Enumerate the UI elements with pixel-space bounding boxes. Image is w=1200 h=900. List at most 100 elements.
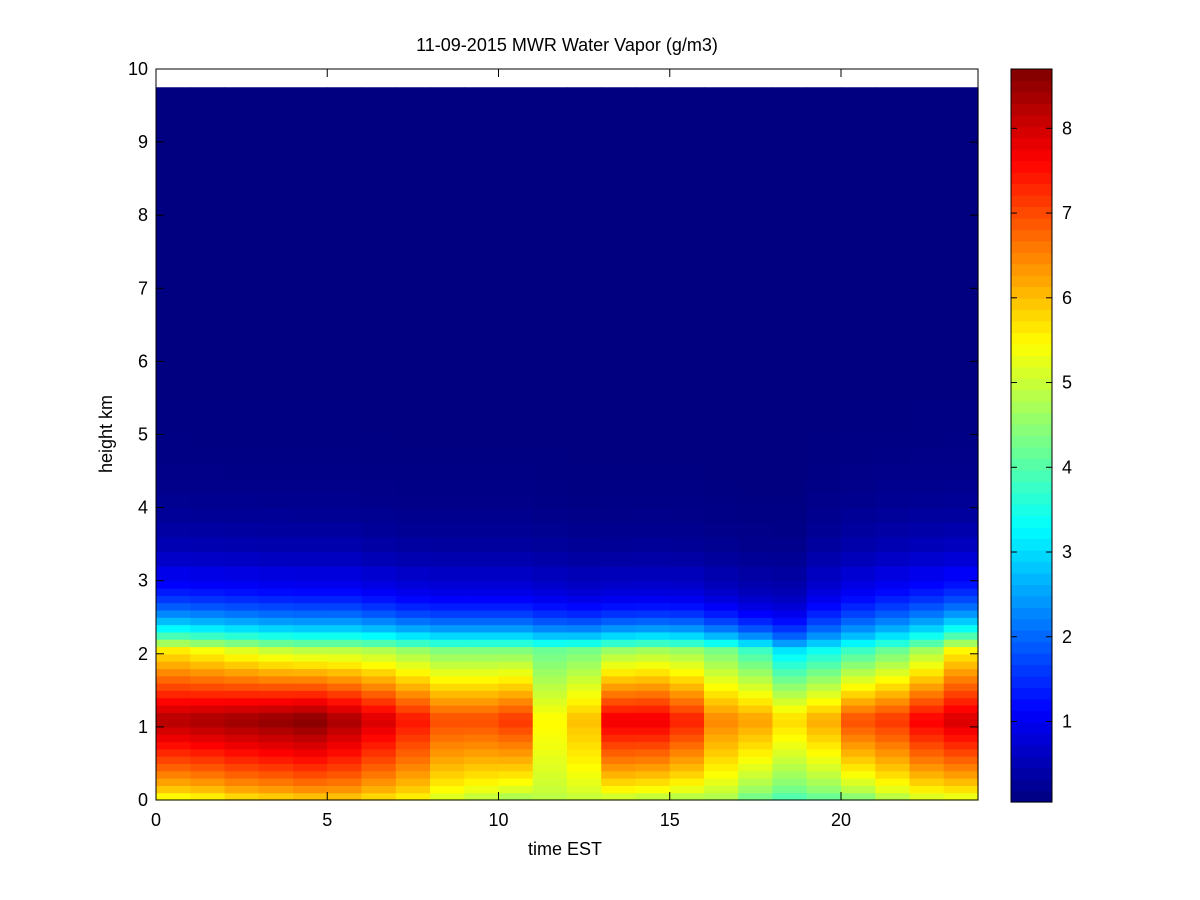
heatmap-cell: [567, 478, 602, 494]
heatmap-cell: [361, 507, 397, 523]
colorbar-cell: [1011, 160, 1052, 173]
heatmap-cell: [190, 492, 226, 509]
heatmap-cell: [327, 778, 363, 786]
heatmap-cell: [395, 792, 431, 801]
heatmap-cell: [464, 683, 500, 691]
heatmap-cell: [806, 492, 842, 509]
heatmap-cell: [943, 719, 979, 728]
heatmap-cell: [293, 785, 328, 794]
heatmap-cell: [464, 288, 500, 326]
heatmap-cell: [498, 661, 534, 670]
heatmap-cell: [704, 566, 739, 582]
heatmap-cell: [841, 770, 876, 779]
heatmap-cell: [361, 763, 397, 772]
heatmap-cell: [327, 397, 363, 436]
heatmap-cell: [258, 449, 294, 465]
heatmap-cell: [875, 397, 911, 436]
heatmap-cell: [258, 522, 294, 538]
heatmap-cell: [430, 215, 465, 253]
heatmap-cell: [464, 741, 500, 750]
heatmap-cell: [464, 748, 500, 757]
heatmap-cell: [806, 683, 842, 691]
heatmap-cell: [258, 763, 294, 772]
heatmap-cell: [875, 778, 911, 786]
heatmap-cell: [669, 522, 705, 538]
heatmap-cell: [361, 697, 397, 706]
heatmap-cell: [909, 683, 945, 691]
heatmap-cell: [738, 178, 774, 216]
heatmap-cell: [772, 609, 808, 618]
heatmap-cell: [395, 661, 431, 670]
heatmap-cell: [293, 551, 328, 567]
heatmap-cell: [156, 763, 191, 772]
heatmap-cell: [909, 704, 945, 713]
heatmap-cell: [841, 719, 876, 728]
colorbar-cell: [1011, 538, 1052, 551]
heatmap-cell: [806, 588, 842, 596]
heatmap-cell: [601, 602, 637, 611]
chart-title: 11-09-2015 MWR Water Vapor (g/m3): [416, 35, 718, 55]
heatmap-cell: [430, 449, 465, 465]
heatmap-cell: [293, 478, 328, 494]
heatmap-cell: [498, 631, 534, 640]
heatmap-cell: [704, 522, 739, 538]
heatmap-cell: [361, 449, 397, 465]
heatmap-cell: [190, 778, 226, 786]
heatmap-cell: [258, 661, 294, 670]
heatmap-cell: [875, 763, 911, 772]
heatmap-cell: [635, 770, 671, 779]
heatmap-cell: [738, 87, 774, 143]
heatmap-cell: [635, 397, 671, 436]
heatmap-cell: [464, 770, 500, 779]
heatmap-cell: [327, 463, 363, 479]
heatmap-cell: [293, 792, 328, 801]
heatmap-cell: [635, 609, 671, 618]
colorbar-cell: [1011, 756, 1052, 769]
heatmap-cell: [704, 397, 739, 436]
heatmap-cell: [361, 580, 397, 589]
heatmap-cell: [841, 361, 876, 399]
heatmap-cell: [498, 251, 534, 289]
colorbar-cell: [1011, 298, 1052, 311]
heatmap-cell: [738, 507, 774, 523]
heatmap-cell: [293, 631, 328, 640]
heatmap-cell: [635, 712, 671, 721]
heatmap-cell: [841, 492, 876, 509]
heatmap-cell: [875, 551, 911, 567]
heatmap-cell: [841, 251, 876, 289]
heatmap-cell: [601, 631, 637, 640]
heatmap-cell: [258, 653, 294, 662]
heatmap-cell: [430, 697, 465, 706]
heatmap-cell: [430, 726, 465, 735]
heatmap-cell: [395, 507, 431, 523]
heatmap-cell: [327, 478, 363, 494]
heatmap-cell: [601, 617, 637, 626]
heatmap-cell: [669, 507, 705, 523]
heatmap-cell: [772, 704, 808, 713]
heatmap-cell: [258, 726, 294, 735]
heatmap-cell: [841, 463, 876, 479]
heatmap-cell: [567, 631, 602, 640]
heatmap-cell: [738, 522, 774, 538]
heatmap-cell: [258, 251, 294, 289]
heatmap-cell: [190, 763, 226, 772]
heatmap-cell: [224, 624, 260, 633]
heatmap-cell: [841, 397, 876, 436]
heatmap-cell: [738, 683, 774, 691]
heatmap-cell: [430, 324, 465, 362]
heatmap-cell: [361, 704, 397, 713]
heatmap-cell: [190, 712, 226, 721]
colorbar-cell: [1011, 401, 1052, 414]
heatmap-cell: [567, 690, 602, 699]
heatmap-cell: [156, 522, 191, 538]
colorbar-cell: [1011, 492, 1052, 505]
heatmap-cell: [224, 251, 260, 289]
heatmap-cell: [224, 741, 260, 750]
heatmap-cell: [156, 215, 191, 253]
heatmap-cell: [190, 697, 226, 706]
colorbar-tick-label: 5: [1062, 373, 1072, 393]
heatmap-cell: [669, 536, 705, 553]
heatmap-cell: [190, 639, 226, 648]
heatmap-cell: [293, 87, 328, 143]
heatmap-cell: [395, 719, 431, 728]
